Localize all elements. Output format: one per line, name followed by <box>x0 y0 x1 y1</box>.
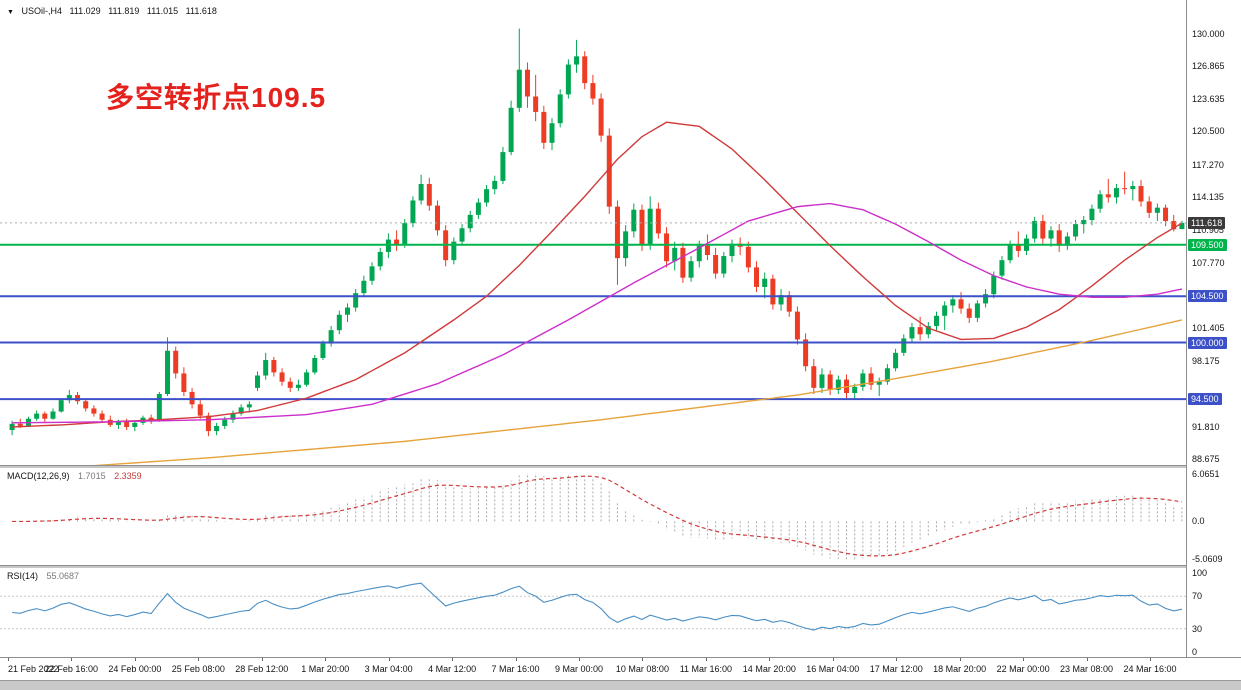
time-label: 17 Mar 12:00 <box>869 664 923 674</box>
macd-axis-min: -5.0609 <box>1192 554 1223 564</box>
time-label: 24 Mar 16:00 <box>1123 664 1177 674</box>
time-tick-mark <box>261 658 263 661</box>
time-tick-mark <box>71 658 73 661</box>
pane-splitter-macd[interactable] <box>0 465 1241 468</box>
time-label: 22 Feb 16:00 <box>44 664 98 674</box>
price-tick: 126.865 <box>1192 60 1225 71</box>
price-badge-100.000: 100.000 <box>1188 336 1227 349</box>
price-tick: 91.810 <box>1192 421 1220 432</box>
time-tick-mark <box>642 658 644 661</box>
macd-pane[interactable] <box>0 468 1186 565</box>
rsi-line <box>12 582 1183 631</box>
price-badge-111.618: 111.618 <box>1188 216 1226 229</box>
low-value: 111.015 <box>146 6 179 16</box>
time-label: 11 Mar 16:00 <box>679 664 733 674</box>
time-label: 21 Feb 2022 <box>8 664 59 674</box>
time-label: 22 Mar 00:00 <box>996 664 1050 674</box>
time-label: 3 Mar 04:00 <box>364 664 413 674</box>
macd-signal-value: 2.3359 <box>114 471 142 481</box>
price-badge-94.500: 94.500 <box>1188 393 1222 406</box>
rsi-value: 55.0687 <box>46 571 80 581</box>
time-tick-mark <box>579 658 580 661</box>
price-tick: 117.270 <box>1192 159 1224 170</box>
macd-axis-max: 6.0651 <box>1192 469 1220 479</box>
rsi-name: RSI(14) <box>7 571 39 581</box>
close-value: 111.618 <box>185 6 217 16</box>
time-label: 16 Mar 04:00 <box>806 664 860 674</box>
price-tick: 114.135 <box>1192 192 1224 203</box>
price-tick: 101.405 <box>1192 323 1225 334</box>
price-tick: 120.500 <box>1192 126 1225 137</box>
rsi-pane[interactable] <box>0 568 1186 657</box>
rsi-axis-30: 30 <box>1192 623 1203 634</box>
ma-line-slow-orange <box>78 319 1183 466</box>
macd-main-value: 1.7015 <box>78 471 106 481</box>
symbol-timeframe-label: USOil-,H4 <box>21 6 62 16</box>
chart-dropdown-icon: ▼ <box>7 9 14 16</box>
time-tick-mark <box>134 658 136 661</box>
pane-splitter-rsi[interactable] <box>0 565 1241 568</box>
chart-annotation: 多空转折点109.5 <box>106 82 327 113</box>
rsi-panel-label: RSI(14) 55.0687 <box>7 571 85 581</box>
time-tick-mark <box>832 658 834 661</box>
rsi-axis-0: 0 <box>1192 647 1198 657</box>
time-label: 14 Mar 20:00 <box>742 664 796 674</box>
ma-line-mid-magenta <box>12 202 1183 424</box>
time-label: 1 Mar 20:00 <box>301 664 350 674</box>
time-label: 9 Mar 00:00 <box>554 664 604 674</box>
main-chart-pane[interactable] <box>0 0 1186 466</box>
price-tick: 107.770 <box>1192 257 1225 268</box>
time-tick-mark <box>959 658 961 661</box>
window-bottom-frame <box>0 680 1241 690</box>
ohlc-header: ▼ USOil-,H4 111.029 111.819 111.015 111.… <box>7 6 222 16</box>
time-tick-mark <box>705 658 707 661</box>
price-axis[interactable]: 130.000 126.865 123.635 120.500 117.270 114.1… <box>1186 0 1241 657</box>
price-tick: 123.635 <box>1192 94 1225 105</box>
time-tick-mark <box>198 658 200 661</box>
time-tick-mark <box>1086 658 1088 661</box>
time-label: 24 Feb 00:00 <box>108 664 162 674</box>
time-tick-mark <box>1023 658 1025 661</box>
open-value: 111.029 <box>69 6 101 16</box>
macd-panel-label: MACD(12,26,9) 1.7015 2.3359 <box>7 471 148 481</box>
time-tick-mark <box>769 658 771 661</box>
time-tick-mark <box>8 658 9 661</box>
time-label: 28 Feb 12:00 <box>235 664 289 674</box>
time-label: 25 Feb 08:00 <box>171 664 225 674</box>
time-tick-mark <box>388 658 390 661</box>
time-label: 23 Mar 08:00 <box>1060 664 1114 674</box>
macd-signal-line <box>12 475 1183 557</box>
price-tick: 88.675 <box>1192 454 1220 465</box>
time-axis[interactable]: 21 Feb 2022 22 Feb 16:00 24 Feb 00:00 25 Fe… <box>0 657 1241 681</box>
price-badge-104.500: 104.500 <box>1188 290 1227 303</box>
macd-axis-zero: 0.0 <box>1192 516 1205 527</box>
time-tick-mark <box>896 658 898 661</box>
time-label: 4 Mar 12:00 <box>428 664 477 674</box>
time-label: 7 Mar 16:00 <box>491 664 540 674</box>
price-tick: 110.905 <box>1192 225 1224 236</box>
price-tick: 98.175 <box>1192 356 1220 367</box>
rsi-axis-100: 100 <box>1192 568 1208 578</box>
time-tick-mark <box>325 658 327 661</box>
rsi-axis-70: 70 <box>1192 591 1203 602</box>
time-tick-mark <box>452 658 454 661</box>
time-label: 10 Mar 08:00 <box>615 664 669 674</box>
time-tick-mark <box>1150 658 1151 661</box>
ma-line-fast-red <box>12 121 1183 428</box>
price-badge-109.500: 109.500 <box>1188 238 1227 251</box>
price-tick: 130.000 <box>1192 28 1225 39</box>
high-value: 111.819 <box>108 6 140 16</box>
time-tick-mark <box>515 658 517 661</box>
macd-name: MACD(12,26,9) <box>7 471 70 481</box>
candles-series <box>9 28 1185 437</box>
time-label: 18 Mar 20:00 <box>933 664 987 674</box>
